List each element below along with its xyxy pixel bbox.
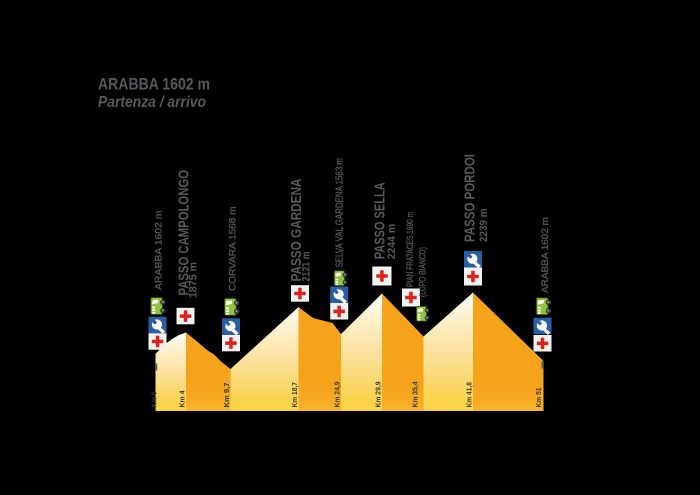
svg-text:Km 29,9: Km 29,9 bbox=[374, 382, 383, 408]
svg-text:1875 m: 1875 m bbox=[188, 262, 200, 298]
svg-text:ARABBA 1602 m: ARABBA 1602 m bbox=[540, 217, 551, 293]
svg-text:PASSO GARDENA: PASSO GARDENA bbox=[289, 178, 305, 281]
svg-text:Partenza / arrivo: Partenza / arrivo bbox=[98, 94, 206, 111]
svg-text:Km 24,9: Km 24,9 bbox=[333, 382, 342, 408]
svg-text:Km 0: Km 0 bbox=[150, 392, 159, 408]
svg-text:PASSO CAMPOLONGO: PASSO CAMPOLONGO bbox=[177, 170, 193, 296]
svg-text:PASSO SELLA: PASSO SELLA bbox=[373, 182, 389, 259]
svg-text:Km 35,4: Km 35,4 bbox=[411, 381, 420, 408]
svg-text:ARABBA 1602 m: ARABBA 1602 m bbox=[154, 210, 165, 290]
svg-text:ARABBA 1602 m: ARABBA 1602 m bbox=[98, 76, 210, 94]
svg-text:2121 m: 2121 m bbox=[300, 252, 312, 282]
svg-text:Km 51: Km 51 bbox=[534, 388, 543, 408]
svg-text:SELVA VAL GARDENA 1563 m: SELVA VAL GARDENA 1563 m bbox=[335, 158, 346, 268]
svg-text:2244 m: 2244 m bbox=[386, 224, 398, 260]
svg-text:PIAN FRATACES 1690 m: PIAN FRATACES 1690 m bbox=[405, 212, 415, 287]
svg-text:(LUPO BIANCO): (LUPO BIANCO) bbox=[417, 247, 427, 297]
svg-text:CORVARA 1568 m: CORVARA 1568 m bbox=[228, 207, 239, 292]
svg-text:2239 m: 2239 m bbox=[478, 209, 490, 243]
svg-text:Km 9,7: Km 9,7 bbox=[222, 383, 231, 408]
svg-text:Km 4: Km 4 bbox=[178, 390, 187, 408]
svg-text:Km 18,7: Km 18,7 bbox=[290, 382, 299, 408]
svg-text:PASSO PORDOI: PASSO PORDOI bbox=[463, 154, 479, 242]
svg-text:Km 41,8: Km 41,8 bbox=[465, 382, 474, 408]
